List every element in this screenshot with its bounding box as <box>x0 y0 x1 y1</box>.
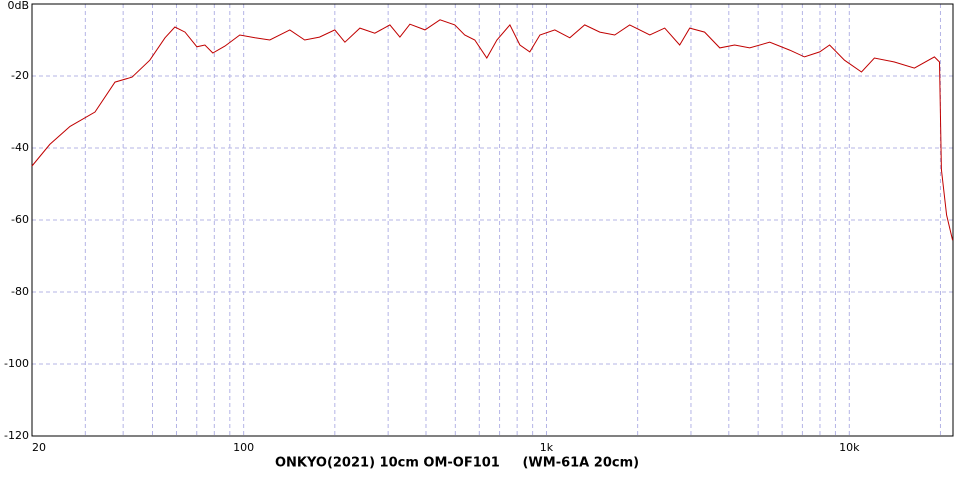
chart-title: ONKYO(2021) 10cm OM-OF101 (WM-61A 20cm) <box>275 456 639 471</box>
x-tick-label: 20 <box>32 441 46 454</box>
x-tick-label: 10k <box>839 441 860 454</box>
plot-frame <box>31 3 954 437</box>
y-tick-label: -20 <box>11 69 29 82</box>
y-tick-label: 0dB <box>7 0 29 12</box>
y-tick-label: -100 <box>4 357 29 370</box>
y-tick-label: -120 <box>4 429 29 442</box>
x-tick-label: 1k <box>540 441 554 454</box>
y-tick-label: -80 <box>11 285 29 298</box>
response-line <box>31 19 954 241</box>
y-tick-label: -40 <box>11 141 29 154</box>
y-tick-label: -60 <box>11 213 29 226</box>
x-tick-label: 100 <box>233 441 254 454</box>
